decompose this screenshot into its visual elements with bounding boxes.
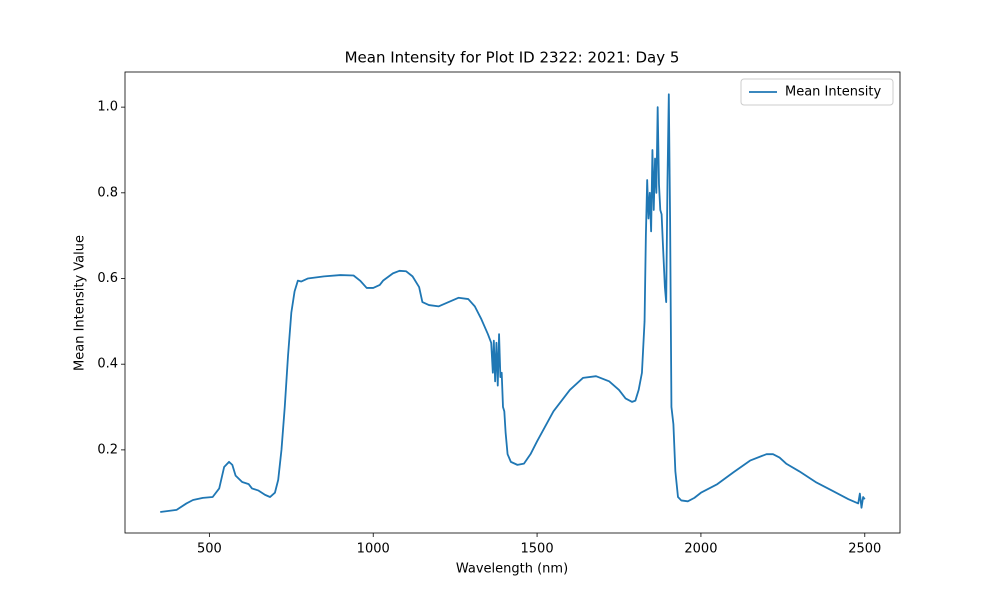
- y-tick-label: 0.6: [97, 271, 118, 286]
- x-tick-label: 2500: [848, 542, 881, 557]
- legend-label: Mean Intensity: [785, 85, 881, 100]
- legend-box: [740, 78, 894, 106]
- x-tick-label: 500: [197, 542, 222, 557]
- x-tick-label: 1000: [357, 542, 390, 557]
- y-tick-label: 1.0: [97, 100, 118, 115]
- y-axis-label: Mean Intensity Value: [73, 235, 88, 371]
- data-line: [160, 93, 866, 513]
- x-tick-label: 1500: [521, 542, 554, 557]
- y-tick-label: 0.8: [97, 185, 118, 200]
- x-axis-label: Wavelength (nm): [456, 562, 568, 577]
- chart-title: Mean Intensity for Plot ID 2322: 2021: D…: [345, 49, 680, 67]
- x-tick-label: 2000: [684, 542, 717, 557]
- y-tick-label: 0.4: [97, 357, 118, 372]
- plot-frame: [124, 71, 901, 534]
- y-tick-label: 0.2: [97, 442, 118, 457]
